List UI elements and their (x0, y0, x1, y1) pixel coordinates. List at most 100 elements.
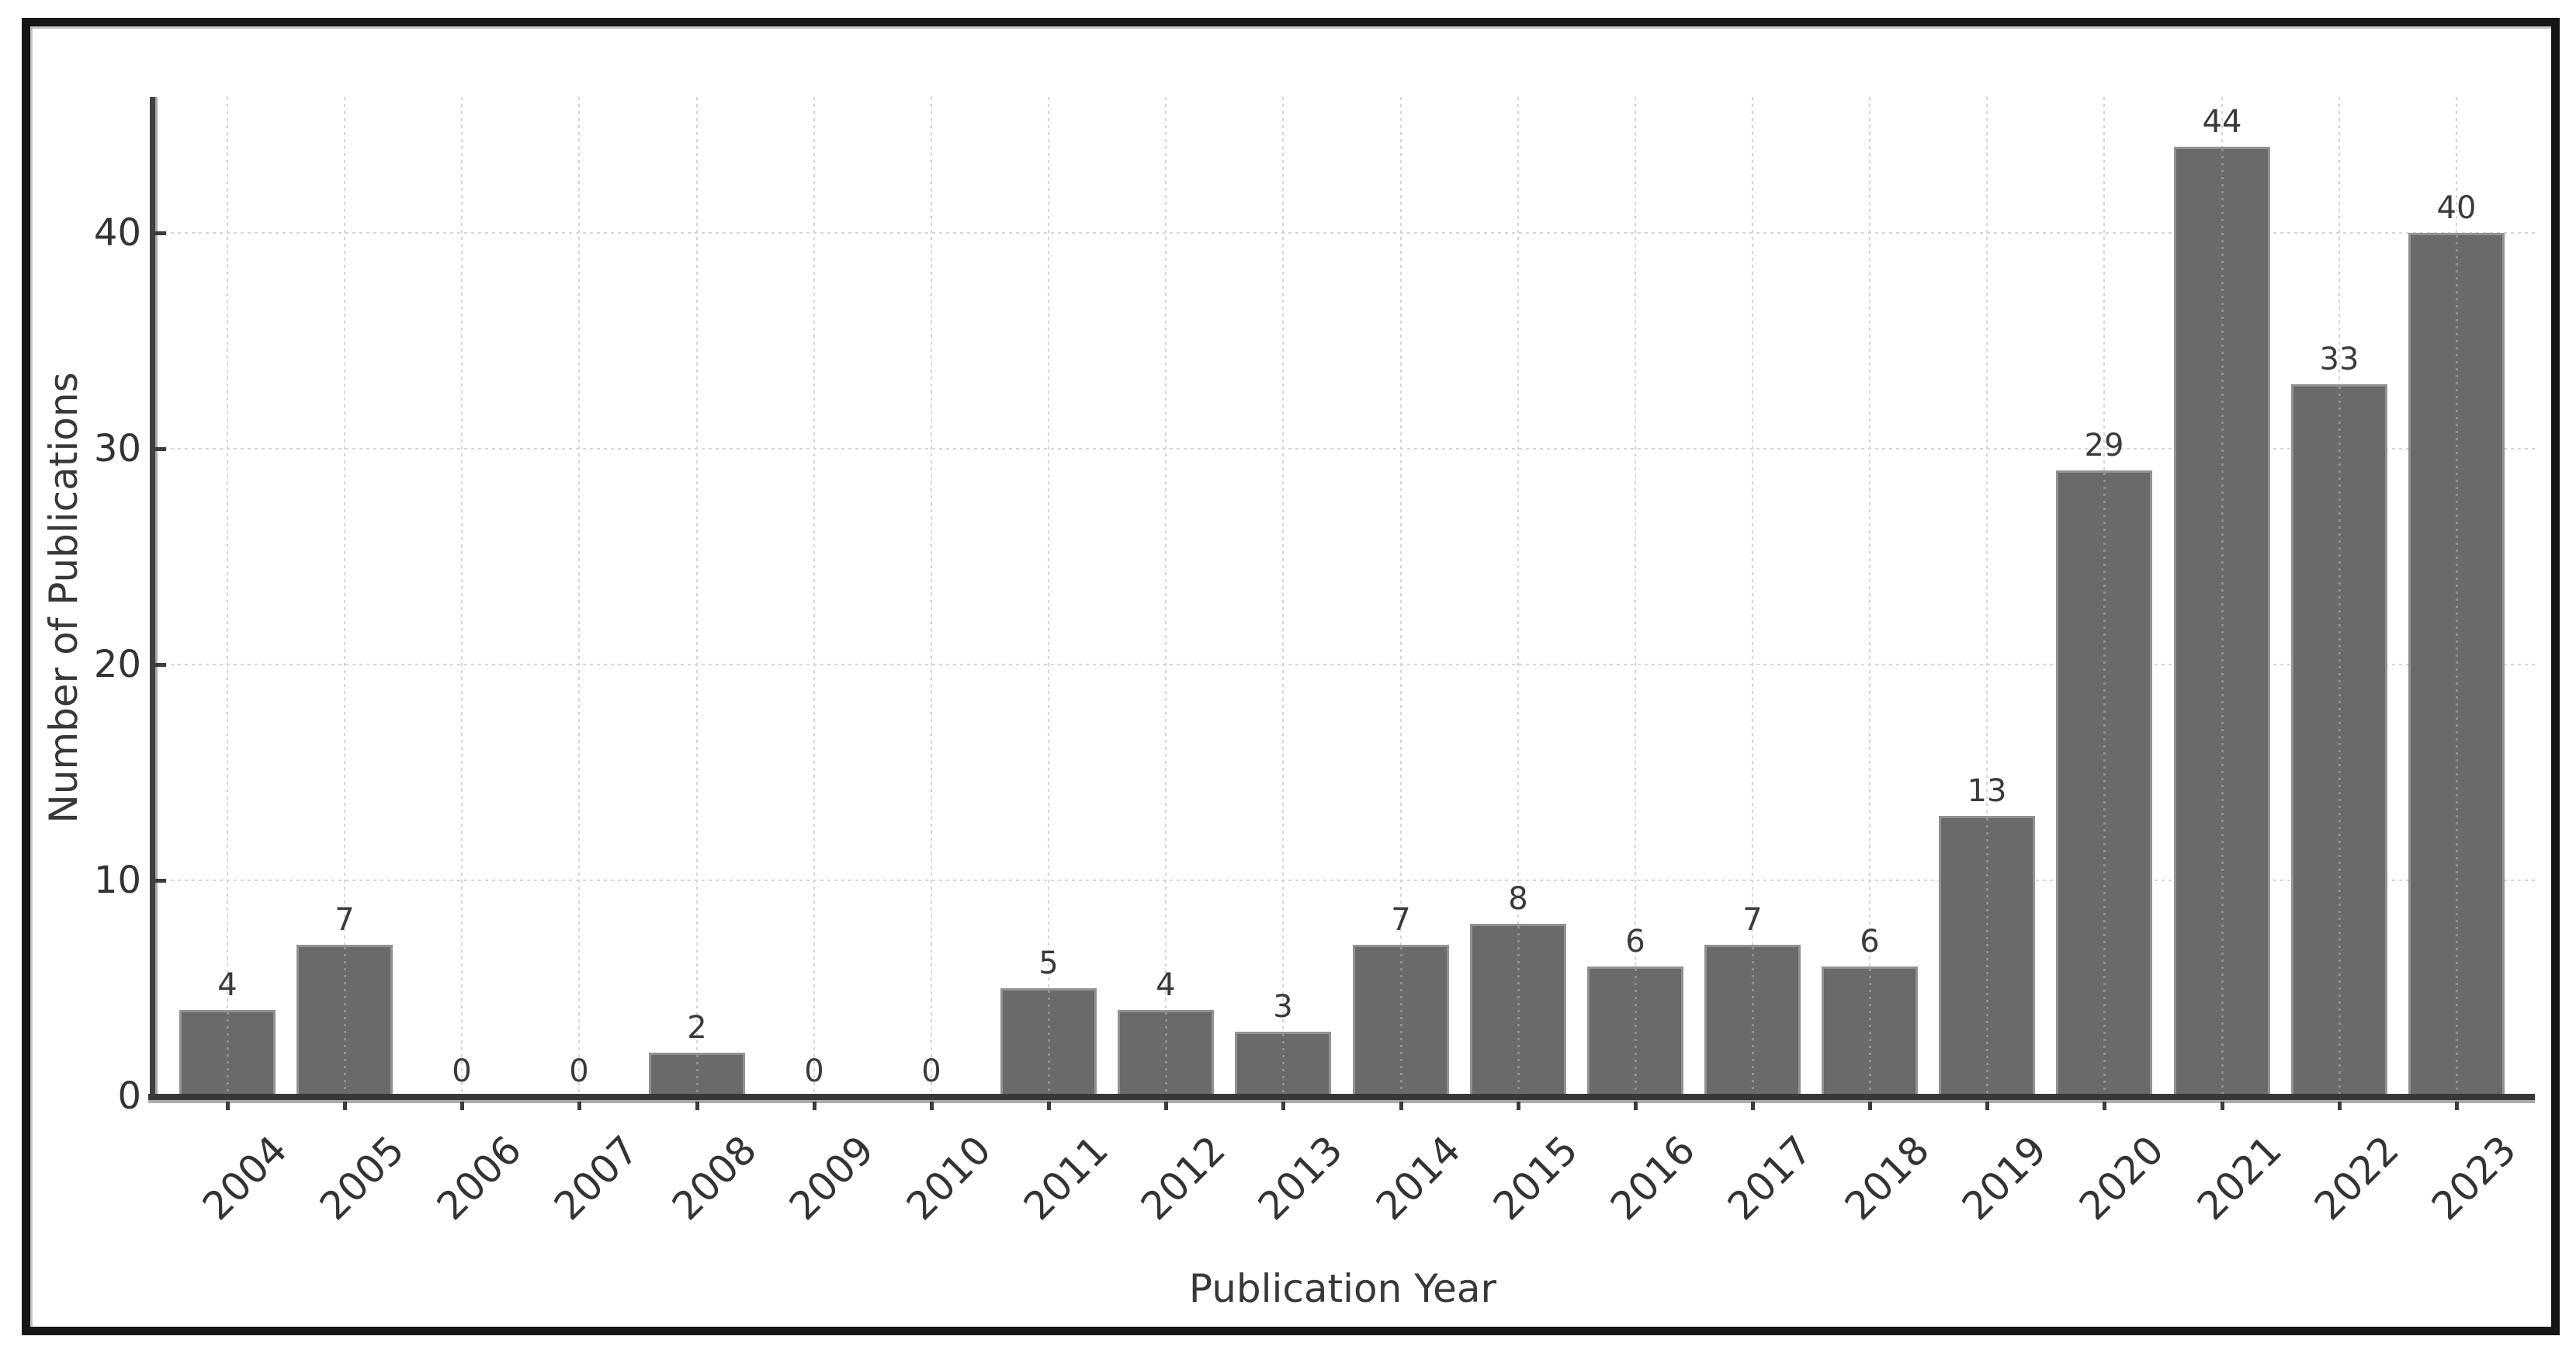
bar-value-label-2022: 33 (2319, 342, 2359, 377)
y-tick-mark (155, 879, 166, 883)
x-tick-label-2015: 2015 (1485, 1127, 1587, 1229)
bar-2020 (2056, 470, 2152, 1096)
bar-2017 (1704, 945, 1801, 1096)
x-tick-label-2004: 2004 (194, 1127, 296, 1229)
y-tick-mark (155, 447, 166, 451)
x-tick-mark (1634, 1102, 1638, 1110)
x-tick-mark (1985, 1102, 1989, 1110)
bar-value-label-2018: 6 (1860, 924, 1880, 960)
bar-value-label-2012: 4 (1156, 967, 1176, 1003)
gridline-vertical (696, 97, 698, 1096)
x-tick-mark (577, 1102, 581, 1110)
x-tick-mark (1399, 1102, 1403, 1110)
y-tick-label: 40 (93, 211, 141, 255)
gridline-horizontal (157, 448, 2535, 449)
gridline-vertical (1869, 97, 1870, 1096)
x-tick-mark (1164, 1102, 1168, 1110)
x-tick-mark (460, 1102, 464, 1110)
gridline-vertical (344, 97, 345, 1096)
gridline-vertical (1400, 97, 1402, 1096)
x-tick-label-2020: 2020 (2071, 1127, 2173, 1229)
y-tick-mark (155, 663, 166, 667)
y-tick-mark (155, 231, 166, 235)
bar-2012 (1118, 1010, 1214, 1096)
x-tick-label-2016: 2016 (1602, 1127, 1704, 1229)
x-tick-label-2021: 2021 (2189, 1127, 2291, 1229)
x-tick-mark (930, 1102, 934, 1110)
gridline-horizontal (157, 664, 2535, 665)
y-tick-label: 20 (93, 643, 141, 686)
gridline-vertical (931, 97, 932, 1096)
bar-2023 (2408, 233, 2505, 1096)
x-tick-mark (1281, 1102, 1285, 1110)
x-tick-label-2018: 2018 (1836, 1127, 1939, 1229)
x-tick-label-2023: 2023 (2423, 1127, 2526, 1229)
x-axis-spine (148, 1094, 2535, 1103)
x-tick-label-2012: 2012 (1132, 1127, 1235, 1229)
x-tick-mark (695, 1102, 699, 1110)
bar-value-label-2020: 29 (2084, 428, 2124, 463)
x-tick-mark (343, 1102, 347, 1110)
x-tick-label-2011: 2011 (1015, 1127, 1118, 1229)
bar-2022 (2291, 384, 2387, 1096)
x-tick-mark (2338, 1102, 2342, 1110)
x-tick-label-2022: 2022 (2306, 1127, 2408, 1229)
bar-value-label-2011: 5 (1038, 946, 1059, 981)
bar-value-label-2015: 8 (1508, 881, 1528, 917)
bar-2021 (2174, 147, 2270, 1096)
x-tick-mark (1751, 1102, 1755, 1110)
x-tick-mark (226, 1102, 230, 1110)
x-tick-mark (2103, 1102, 2106, 1110)
x-tick-mark (813, 1102, 816, 1110)
figure-border (22, 18, 2560, 1335)
bar-value-label-2008: 2 (687, 1010, 707, 1046)
bar-2008 (649, 1053, 745, 1096)
x-tick-mark (1047, 1102, 1051, 1110)
gridline-vertical (1517, 97, 1519, 1096)
gridline-vertical (227, 97, 228, 1096)
x-tick-label-2006: 2006 (428, 1127, 531, 1229)
bar-value-label-2017: 7 (1742, 902, 1763, 938)
x-tick-label-2009: 2009 (781, 1127, 883, 1229)
gridline-vertical (1635, 97, 1636, 1096)
gridline-vertical (1752, 97, 1753, 1096)
y-axis-title: Number of Publications (41, 372, 86, 824)
y-tick-label: 10 (93, 859, 141, 902)
bar-value-label-2014: 7 (1391, 902, 1411, 938)
bar-2004 (179, 1010, 276, 1096)
x-tick-mark (1517, 1102, 1520, 1110)
bar-2005 (296, 945, 393, 1096)
x-axis-title: Publication Year (1188, 1266, 1497, 1311)
bar-value-label-2013: 3 (1273, 989, 1293, 1025)
gridline-vertical (1165, 97, 1167, 1096)
gridline-vertical (813, 97, 815, 1096)
x-tick-label-2010: 2010 (898, 1127, 1000, 1229)
gridline-vertical (1986, 97, 1988, 1096)
x-tick-mark (1868, 1102, 1872, 1110)
bar-value-label-2009: 0 (804, 1053, 824, 1089)
y-tick-label: 30 (93, 427, 141, 470)
bar-value-label-2021: 44 (2202, 104, 2242, 140)
x-tick-label-2014: 2014 (1368, 1127, 1470, 1229)
bar-2011 (1000, 988, 1097, 1096)
bar-value-label-2005: 7 (335, 902, 355, 938)
bar-value-label-2006: 0 (452, 1053, 472, 1089)
x-tick-label-2017: 2017 (1719, 1127, 1822, 1229)
gridline-vertical (461, 97, 463, 1096)
bar-value-label-2004: 4 (217, 967, 237, 1003)
gridline-horizontal (157, 880, 2535, 881)
gridline-vertical (1048, 97, 1049, 1096)
y-axis-spine (150, 97, 158, 1100)
gridline-vertical (1282, 97, 1284, 1096)
bar-2014 (1353, 945, 1449, 1096)
bar-value-label-2016: 6 (1625, 924, 1645, 960)
x-tick-label-2019: 2019 (1954, 1127, 2056, 1229)
x-tick-mark (2221, 1102, 2224, 1110)
gridline-horizontal (157, 232, 2535, 234)
bar-value-label-2023: 40 (2436, 190, 2477, 226)
y-tick-label: 0 (117, 1074, 141, 1118)
